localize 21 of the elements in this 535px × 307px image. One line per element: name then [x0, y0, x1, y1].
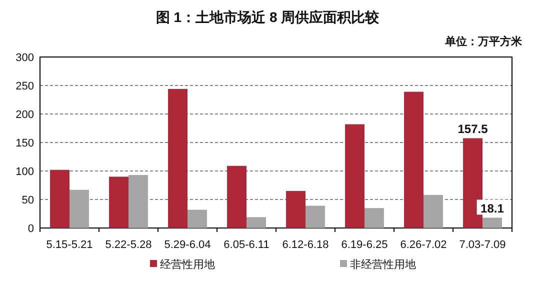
legend-label: 非经营性用地: [350, 258, 416, 271]
x-tick-label: 5.29-6.04: [164, 239, 211, 251]
x-tick-label: 6.26-7.02: [400, 239, 447, 251]
y-tick-label: 300: [16, 52, 34, 64]
legend-label: 经营性用地: [160, 258, 215, 271]
x-tick-label: 5.15-5.21: [46, 239, 93, 251]
x-tick-label: 6.05-6.11: [224, 239, 270, 251]
chart-title: 图 1：土地市场近 8 周供应面积比较: [156, 9, 380, 25]
data-label: 18.1: [480, 202, 504, 216]
x-tick-label: 6.12-6.18: [282, 239, 329, 251]
text: 单位：万平方米: [444, 35, 523, 48]
y-tick-label: 250: [16, 80, 34, 92]
data-label: 157.5: [458, 122, 488, 136]
y-tick-label: 100: [16, 166, 34, 178]
y-tick-label: 200: [16, 109, 34, 121]
y-tick-label: 150: [16, 138, 34, 150]
y-tick-label: 50: [22, 194, 34, 206]
x-tick-label: 5.22-5.28: [105, 239, 152, 251]
y-tick-label: 0: [28, 223, 34, 235]
x-tick-label: 6.19-6.25: [341, 239, 388, 251]
x-tick-label: 7.03-7.09: [459, 239, 506, 251]
